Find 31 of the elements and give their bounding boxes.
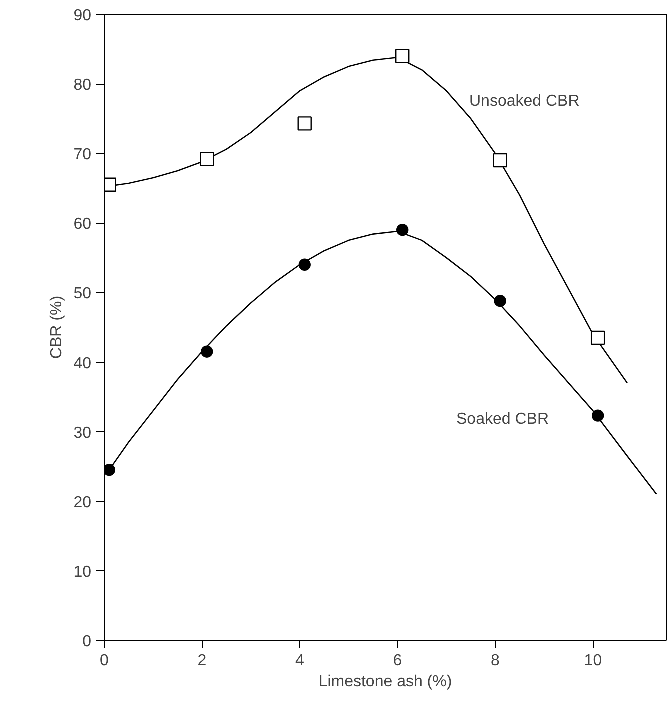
y-tick-label: 0 [82,634,92,650]
x-tick-label: 0 [100,652,110,670]
y-tick-label: 30 [74,424,92,442]
x-axis-title: Limestone ash (%) [318,674,452,690]
y-tick-label: 70 [74,146,92,164]
x-tick-label: 10 [584,652,602,670]
y-tick-label: 60 [74,216,92,234]
y-tick-label: 40 [74,355,92,372]
point [396,224,409,236]
y-tick-label: 90 [74,8,92,24]
point [493,153,508,168]
y-tick-label: 20 [74,494,92,512]
annotation: Unsoaked CBR [470,93,580,110]
x-tick-label: 4 [296,652,305,670]
point [298,116,312,131]
x-tick-label: 2 [198,652,207,670]
point [592,410,604,422]
point [104,464,116,476]
point [201,346,214,358]
point [396,49,410,64]
annotation: Soaked CBR [456,411,549,428]
point [494,294,506,308]
y-tick-label: 10 [74,564,92,581]
point [200,152,214,166]
y-tick-label: 80 [74,77,92,94]
y-tick-label: 50 [74,286,92,303]
x-tick-label: 6 [393,652,402,670]
point [298,258,311,271]
point [590,330,606,346]
x-tick-label: 8 [491,652,500,670]
y-axis-title: CBR (%) [48,296,66,360]
